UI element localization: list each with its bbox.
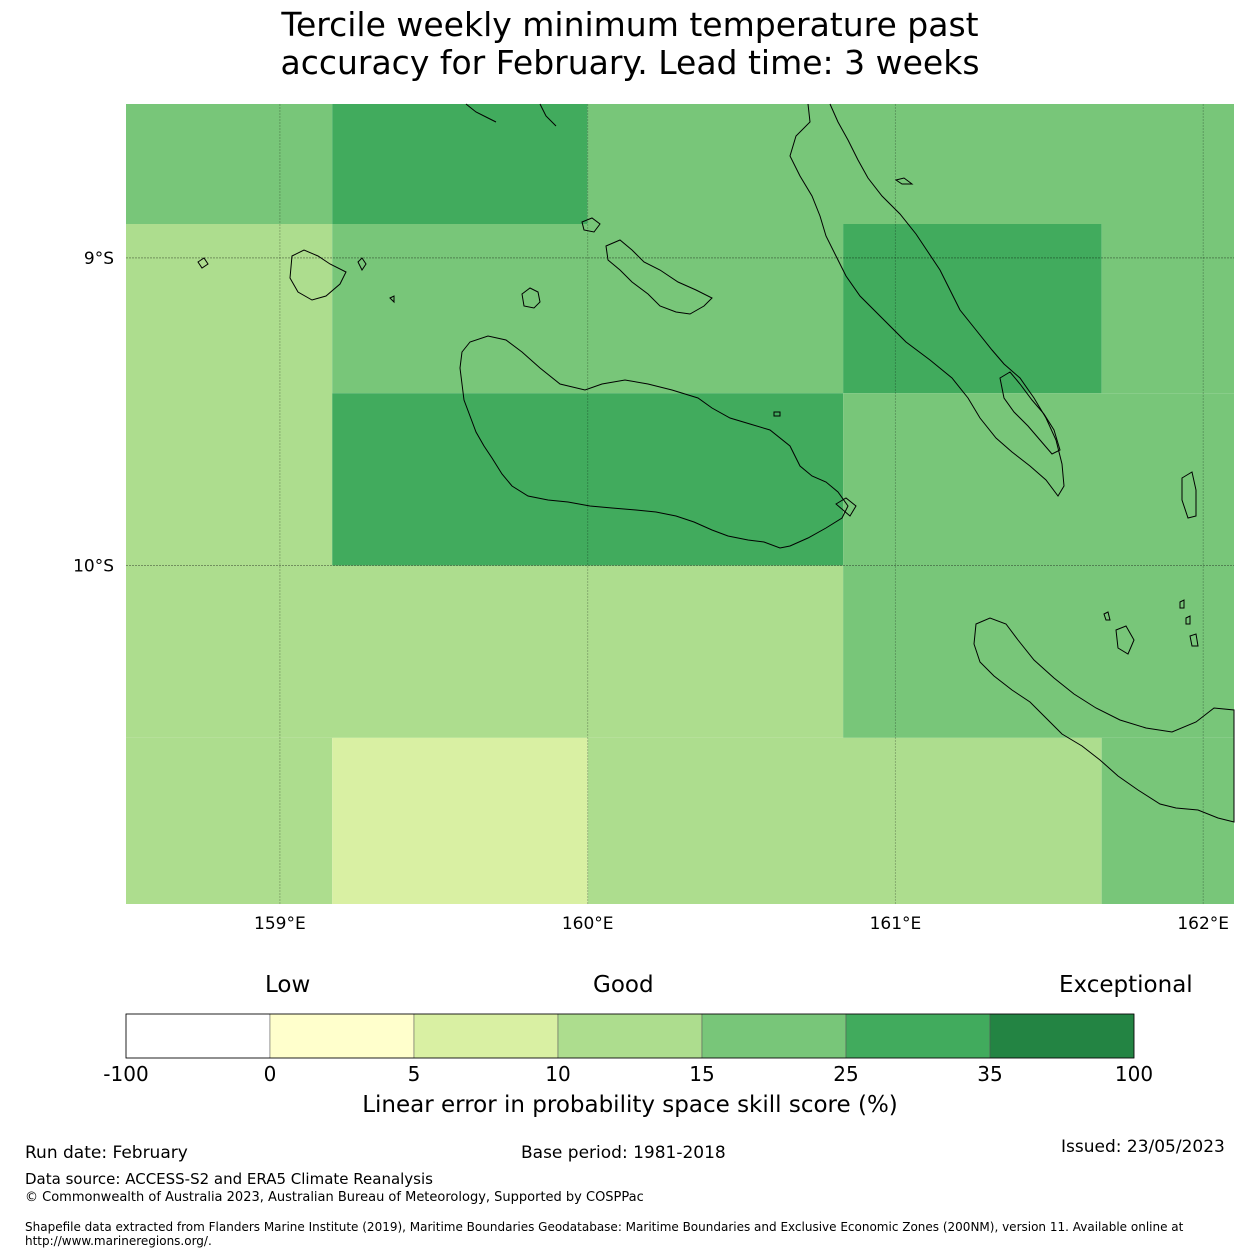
colorbar-low-label: Low	[265, 972, 311, 998]
graticule	[126, 104, 1234, 904]
title-line-1: Tercile weekly minimum temperature past	[281, 5, 979, 44]
colorbar-label: Linear error in probability space skill …	[362, 1092, 898, 1118]
coast-islet-west	[197, 257, 209, 269]
data-source: Data source: ACCESS-S2 and ERA5 Climate …	[25, 1170, 433, 1188]
skill-cell-11	[126, 737, 333, 904]
colorbar-bin-3	[557, 1013, 703, 1059]
coast-malaita	[789, 103, 1065, 497]
base-period: Base period: 1981-2018	[521, 1143, 726, 1163]
shapefile-credit: Shapefile data extracted from Flanders M…	[25, 1220, 1184, 1248]
coast-small-malaita	[999, 371, 1061, 455]
skill-cell-2	[587, 104, 1234, 224]
title-line-2: accuracy for February. Lead time: 3 week…	[280, 43, 980, 82]
x-tick-label-2: 161°E	[870, 914, 922, 934]
coast-makira	[973, 617, 1235, 823]
coast-russell-islands	[289, 249, 347, 301]
colorbar-tick-4: 15	[689, 1062, 715, 1086]
colorbar-frame	[125, 1013, 1135, 1059]
skill-cell-10	[843, 565, 1234, 738]
coast-florida-islands	[605, 239, 713, 315]
copyright: © Commonwealth of Australia 2023, Austra…	[25, 1190, 644, 1205]
colorbar-bin-5	[845, 1013, 991, 1059]
colorbar-tick-2: 5	[407, 1062, 421, 1086]
skill-grid	[126, 104, 1234, 904]
colorbar-bin-0	[125, 1013, 271, 1059]
skill-cell-0	[126, 104, 333, 224]
colorbar-tick-3: 10	[545, 1062, 571, 1086]
colorbar-bin-1	[269, 1013, 415, 1059]
x-tick-label-0: 159°E	[254, 914, 306, 934]
skill-cell-5	[843, 224, 1102, 394]
coast-guadalcanal	[459, 335, 849, 549]
skill-cell-9	[126, 565, 844, 738]
coast-islet-d	[835, 497, 857, 517]
x-tick-label-3: 162°E	[1177, 914, 1229, 934]
skill-cell-8	[843, 393, 1234, 566]
coast-savo	[521, 287, 541, 309]
colorbar-exceptional-label: Exceptional	[1059, 972, 1193, 998]
skill-cell-6	[1101, 224, 1234, 394]
coast-islet-b	[389, 295, 395, 304]
coast-islet-a	[357, 257, 367, 271]
coast-north-fragment	[465, 103, 557, 127]
colorbar-tick-5: 25	[833, 1062, 859, 1086]
coast-islet-g	[1103, 611, 1111, 621]
coast-islet-h	[1179, 599, 1185, 609]
axis-ticks: 159°E 160°E 161°E 162°E 9°S 10°S	[73, 249, 1229, 934]
y-tick-label-1: 10°S	[73, 557, 114, 577]
colorbar-tick-1: 0	[263, 1062, 277, 1086]
run-date: Run date: February	[25, 1143, 188, 1163]
issued-date: Issued: 23/05/2023	[1061, 1137, 1225, 1157]
x-tick-label-1: 160°E	[562, 914, 614, 934]
chart-title: Tercile weekly minimum temperature past …	[0, 6, 1260, 82]
colorbar-bin-6	[989, 1013, 1135, 1059]
coast-islet-c	[581, 217, 601, 233]
colorbar-bin-2	[413, 1013, 559, 1059]
colorbar-tick-7: 100	[1114, 1062, 1154, 1086]
coast-islet-e	[773, 411, 781, 417]
colorbar-tick-6: 35	[977, 1062, 1003, 1086]
coast-islet-east	[1181, 471, 1197, 519]
skill-cell-4	[332, 224, 844, 394]
skill-cell-13	[587, 737, 1102, 904]
colorbar-tick-0: -100	[103, 1062, 149, 1086]
skill-cell-7	[332, 393, 844, 566]
skill-cell-1	[332, 104, 588, 224]
colorbar-bin-4	[701, 1013, 847, 1059]
y-tick-label-0: 9°S	[84, 249, 114, 269]
colorbar-good-label: Good	[593, 972, 654, 998]
coast-islet-f	[1115, 625, 1135, 655]
coast-islet-k	[894, 177, 914, 185]
coastlines	[197, 103, 1235, 823]
coast-islet-j	[1189, 633, 1199, 647]
coast-islet-i	[1185, 615, 1191, 625]
skill-cell-14	[1101, 737, 1234, 904]
skill-cell-3	[126, 224, 333, 566]
colorbar	[125, 1013, 1135, 1059]
skill-cell-12	[332, 737, 588, 904]
